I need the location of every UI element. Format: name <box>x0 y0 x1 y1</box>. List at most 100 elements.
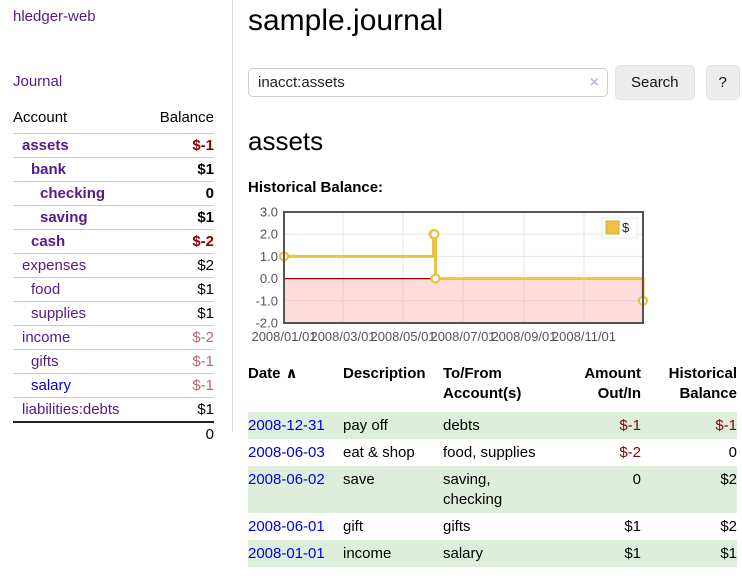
page: hledger-web Journal Account Balance asse… <box>13 0 742 567</box>
account-balance: $1 <box>197 209 214 226</box>
svg-text:3.0: 3.0 <box>260 206 278 220</box>
account-row: assets $-1 <box>13 133 214 158</box>
cell-accounts: food, supplies <box>443 444 536 461</box>
cell-date: 2008-12-31 <box>248 412 343 439</box>
cell-description: pay off <box>343 417 388 434</box>
register-col-amount-out-in: Amount Out/In <box>546 364 641 412</box>
account-balance: 0 <box>205 185 214 202</box>
svg-text:2008/01/01: 2008/01/01 <box>251 329 316 344</box>
account-link[interactable]: liabilities:debts <box>22 401 120 418</box>
cell-description: income <box>343 545 392 562</box>
search-wrap: × <box>248 68 608 97</box>
app-title: hledger-web <box>13 8 214 25</box>
svg-text:0.0: 0.0 <box>260 271 278 286</box>
account-name-cell: assets <box>13 134 146 158</box>
account-link[interactable]: income <box>22 329 71 346</box>
account-row: income $-2 <box>13 325 214 350</box>
svg-text:2008/05/01: 2008/05/01 <box>370 329 435 344</box>
search-input[interactable] <box>248 68 608 97</box>
register-col-historical-balance: Historical Balance <box>641 364 737 412</box>
accounts-tbody: assets $-1 bank $1 checking 0 saving $1 cash $-2 e… <box>13 133 214 423</box>
account-row: cash $-2 <box>13 229 214 254</box>
account-title: assets <box>248 126 324 156</box>
account-row: gifts $-1 <box>13 349 214 374</box>
column-label: Amount Out/In <box>584 365 641 402</box>
help-button[interactable]: ? <box>705 65 740 100</box>
account-link[interactable]: expenses <box>22 257 87 274</box>
account-link[interactable]: saving <box>40 209 88 226</box>
account-balance: $1 <box>197 401 214 418</box>
accounts-table: Account Balance assets $-1 bank $1 checking 0… <box>13 109 214 446</box>
cell-amount: $1 <box>624 545 641 562</box>
account-row: food $1 <box>13 277 214 302</box>
cell-amount: $-2 <box>619 444 641 461</box>
account-link[interactable]: gifts <box>31 353 59 370</box>
account-balance: $-1 <box>192 353 214 370</box>
account-balance: $2 <box>197 257 214 274</box>
cell-description: gift <box>343 518 364 535</box>
cell-accounts: salary <box>443 545 484 562</box>
account-name-cell: bank <box>13 158 146 182</box>
svg-text:2.0: 2.0 <box>260 227 278 242</box>
account-link[interactable]: bank <box>31 161 67 178</box>
svg-text:1.0: 1.0 <box>260 249 278 264</box>
journal-link[interactable]: Journal <box>13 73 63 90</box>
cell-date: 2008-06-01 <box>248 513 343 540</box>
transaction-row: 2008-12-31 pay off debts $-1 $-1 <box>248 412 737 439</box>
cell-accounts: saving, checking <box>443 471 503 508</box>
column-label: To/From Account(s) <box>443 365 522 402</box>
cell-amount: $-1 <box>619 417 641 434</box>
cell-balance: $-1 <box>715 417 737 434</box>
accounts-head: Account Balance <box>13 109 214 134</box>
account-balance: $1 <box>197 281 214 298</box>
cell-amount: $1 <box>624 518 641 535</box>
clear-search-icon[interactable]: × <box>589 73 599 91</box>
search-bar: × Search ? <box>248 65 742 100</box>
page-title: sample.journal <box>248 4 444 37</box>
date-link[interactable]: 2008-12-31 <box>248 417 325 434</box>
date-link[interactable]: 2008-01-01 <box>248 545 325 562</box>
account-link[interactable]: supplies <box>31 305 87 322</box>
spacer-cell <box>13 422 146 446</box>
accounts-col-balance: Balance <box>159 109 214 126</box>
svg-text:2008/07/01: 2008/07/01 <box>430 329 495 344</box>
transaction-row: 2008-06-03 eat & shop food, supplies $-2 0 <box>248 439 737 466</box>
cell-balance: $2 <box>720 471 737 488</box>
register-col-date[interactable]: Date ∧ <box>248 364 343 412</box>
account-balance: $-1 <box>192 377 214 394</box>
account-link[interactable]: assets <box>22 137 69 154</box>
svg-text:2008/03/01: 2008/03/01 <box>310 329 375 344</box>
cell-description: eat & shop <box>343 444 415 461</box>
app-title-link[interactable]: hledger-web <box>13 8 96 25</box>
account-name-cell: supplies <box>13 302 146 326</box>
cell-accounts: debts <box>443 417 480 434</box>
chart-section-label: Historical Balance: <box>248 179 384 196</box>
date-link[interactable]: 2008-06-01 <box>248 518 325 535</box>
account-link[interactable]: food <box>31 281 61 298</box>
svg-text:$: $ <box>622 220 630 235</box>
accounts-col-account: Account <box>13 109 68 126</box>
cell-accounts: gifts <box>443 518 471 535</box>
chart-svg: $3.0 2.0 1.0 0.0 -1.0 -2.02008/01/012008/03/0… <box>251 206 649 344</box>
column-label: Date <box>248 365 281 382</box>
svg-text:2008/09/01: 2008/09/01 <box>491 329 556 344</box>
accounts-total-value: 0 <box>205 426 214 443</box>
cell-amount: 0 <box>632 471 641 488</box>
accounts-total-row: 0 <box>13 422 214 446</box>
date-link[interactable]: 2008-06-02 <box>248 471 325 488</box>
account-balance: $-2 <box>192 329 214 346</box>
account-link[interactable]: cash <box>31 233 66 250</box>
account-name-cell: gifts <box>13 350 146 374</box>
column-label: Description <box>343 365 426 382</box>
account-link[interactable]: checking <box>40 185 106 202</box>
svg-text:-1.0: -1.0 <box>256 293 278 308</box>
cell-balance: $1 <box>720 545 737 562</box>
date-link[interactable]: 2008-06-03 <box>248 444 325 461</box>
account-row: bank $1 <box>13 157 214 182</box>
account-link[interactable]: salary <box>31 377 72 394</box>
account-name-cell: salary <box>13 374 146 398</box>
account-name-cell: saving <box>13 206 146 230</box>
search-button[interactable]: Search <box>615 65 695 100</box>
transaction-row: 2008-01-01 income salary $1 $1 <box>248 540 737 567</box>
account-name-cell: expenses <box>13 254 146 278</box>
